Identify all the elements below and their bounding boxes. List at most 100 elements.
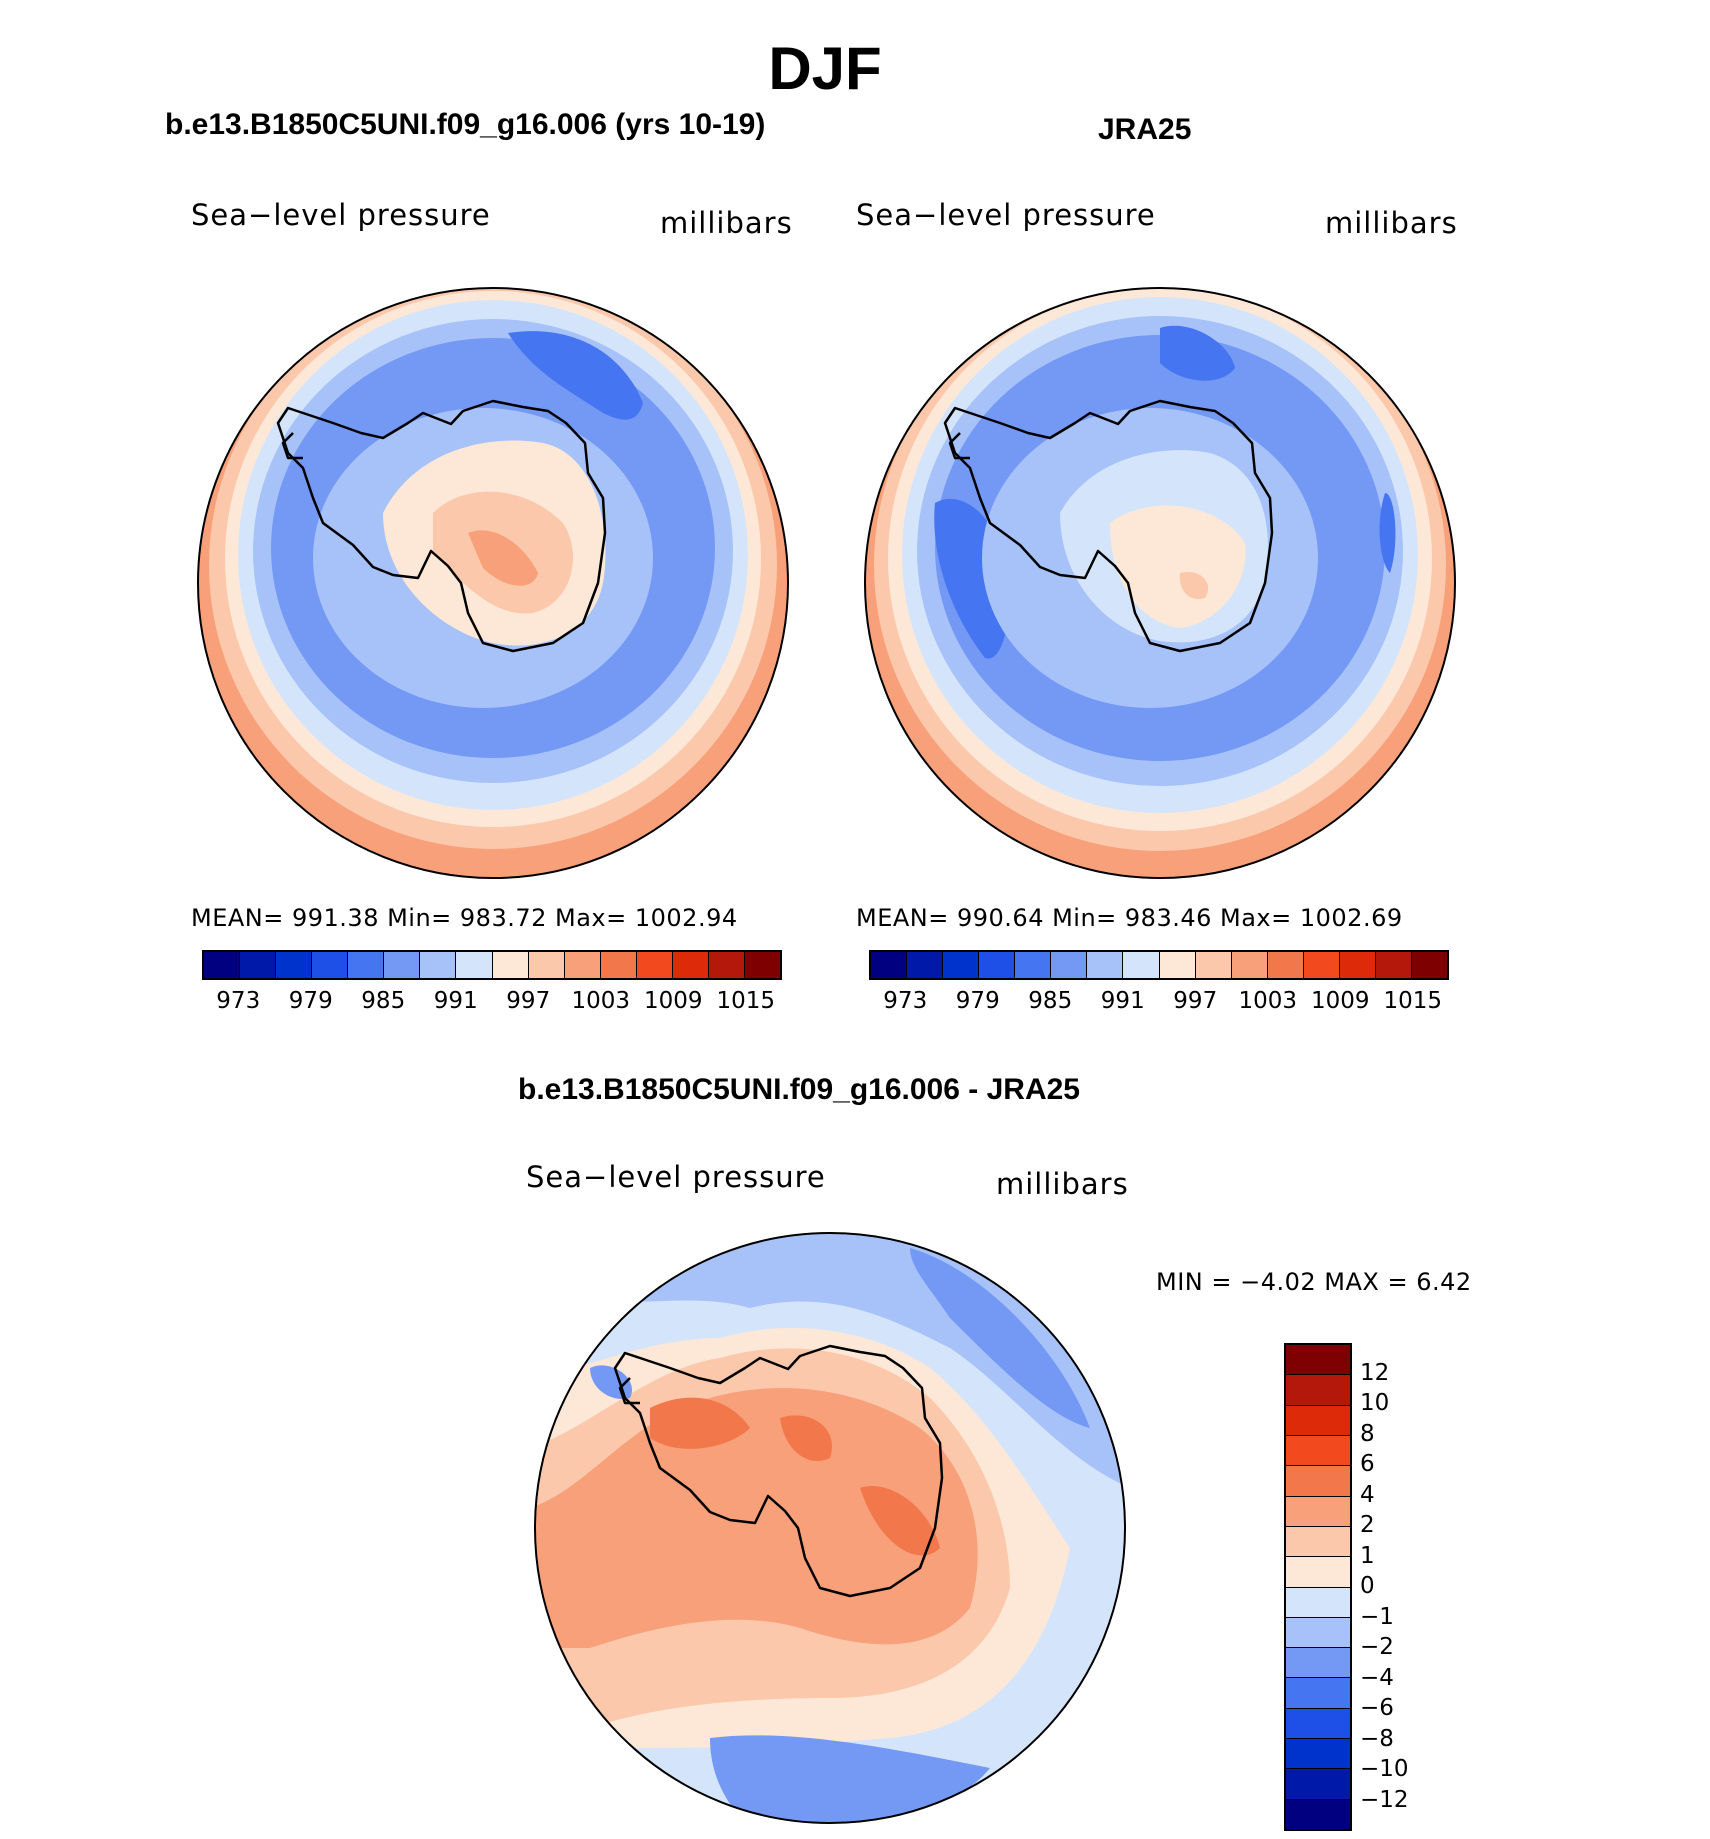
colorbar-swatch — [1286, 1769, 1350, 1800]
diff-panel-title: b.e13.B1850C5UNI.f09_g16.006 - JRA25 — [518, 1073, 1080, 1106]
colorbar-swatch — [1286, 1466, 1350, 1497]
colorbar-tick-label: −4 — [1360, 1664, 1394, 1691]
colorbar-swatch — [1339, 952, 1376, 978]
colorbar-swatch — [492, 952, 529, 978]
obs-polar-map — [864, 287, 1456, 879]
positive-anomaly — [780, 1415, 832, 1462]
colorbar-tick-label: 991 — [1100, 988, 1145, 1014]
colorbar-swatch — [600, 952, 637, 978]
colorbar-swatch — [1286, 1587, 1350, 1618]
colorbar-swatch — [564, 952, 601, 978]
colorbar-swatch — [1286, 1617, 1350, 1649]
colorbar-swatch — [1286, 1739, 1350, 1770]
colorbar-swatch — [312, 952, 349, 978]
colorbar-swatch — [1286, 1345, 1350, 1376]
colorbar-tick-label: 973 — [216, 988, 261, 1014]
colorbar-tick-label: 12 — [1360, 1359, 1390, 1386]
colorbar-swatch — [1286, 1799, 1350, 1829]
colorbar-tick-label: 985 — [1028, 988, 1073, 1014]
model-colorbar — [202, 950, 782, 980]
colorbar-tick-label: −10 — [1360, 1756, 1409, 1782]
low-pressure-center — [1160, 325, 1235, 381]
colorbar-tick-label: 985 — [361, 988, 406, 1014]
colorbar-swatch — [240, 952, 277, 978]
model-panel-title: b.e13.B1850C5UNI.f09_g16.006 (yrs 10-19) — [165, 108, 766, 141]
low-pressure-center — [1379, 493, 1396, 573]
colorbar-swatch — [943, 952, 980, 978]
colorbar-swatch — [1303, 952, 1340, 978]
map-boundary — [197, 287, 789, 879]
colorbar-tick-label: 6 — [1360, 1451, 1375, 1477]
colorbar-swatch — [871, 952, 908, 978]
colorbar-swatch — [1286, 1496, 1350, 1527]
colorbar-swatch — [204, 952, 241, 978]
negative-anomaly — [710, 1735, 990, 1823]
map-boundary — [864, 287, 1456, 879]
colorbar-swatch — [1286, 1648, 1350, 1679]
colorbar-swatch — [1123, 952, 1160, 978]
colorbar-tick-label: 1015 — [1383, 988, 1443, 1014]
obs-stats: MEAN= 990.64 Min= 983.46 Max= 1002.69 — [856, 904, 1403, 932]
map-boundary — [534, 1232, 1126, 1824]
colorbar-swatch — [348, 952, 385, 978]
colorbar-tick-label: 997 — [506, 988, 551, 1014]
colorbar-tick-label: 1015 — [716, 988, 776, 1014]
model-polar-map — [197, 287, 789, 879]
colorbar-tick-label: 1009 — [1310, 988, 1370, 1014]
colorbar-swatch — [708, 952, 745, 978]
colorbar-tick-label: −1 — [1360, 1603, 1394, 1630]
antarctica-coastline — [613, 1344, 944, 1598]
colorbar-tick-label: 979 — [288, 988, 333, 1014]
high-pressure-core — [468, 530, 538, 586]
obs-units-label: millibars — [1325, 206, 1458, 240]
model-units-label: millibars — [660, 206, 793, 240]
colorbar-swatch — [636, 952, 673, 978]
colorbar-swatch — [1195, 952, 1232, 978]
colorbar-tick-label: 1003 — [1238, 988, 1298, 1014]
colorbar-swatch — [1286, 1526, 1350, 1558]
colorbar-swatch — [1286, 1375, 1350, 1406]
colorbar-swatch — [1375, 952, 1412, 978]
colorbar-swatch — [1267, 952, 1304, 978]
main-title: DJF — [768, 35, 882, 102]
colorbar-tick-label: −2 — [1360, 1634, 1394, 1660]
diff-colorbar-labels: 12 10 8 6 4 2 1 0 −1 −2 −4 −6 −8 −10 −12 — [1360, 1343, 1480, 1831]
colorbar-tick-label: 10 — [1360, 1390, 1390, 1416]
colorbar-swatch — [384, 952, 421, 978]
colorbar-swatch — [1411, 952, 1447, 978]
diff-polar-map — [534, 1232, 1126, 1824]
colorbar-swatch — [1051, 952, 1088, 978]
positive-anomaly — [650, 1397, 750, 1449]
colorbar-tick-label: −8 — [1360, 1725, 1394, 1752]
colorbar-tick-label: 991 — [433, 988, 478, 1014]
colorbar-swatch — [907, 952, 944, 978]
colorbar-tick-label: −12 — [1360, 1786, 1409, 1813]
high-pressure-core — [1110, 505, 1246, 628]
colorbar-tick-label: −6 — [1360, 1695, 1394, 1721]
colorbar-tick-label: 2 — [1360, 1512, 1375, 1538]
colorbar-swatch — [1159, 952, 1196, 978]
colorbar-swatch — [456, 952, 493, 978]
colorbar-swatch — [979, 952, 1016, 978]
low-pressure-center — [508, 331, 643, 420]
colorbar-swatch — [1286, 1678, 1350, 1709]
colorbar-tick-label: 979 — [955, 988, 1000, 1014]
colorbar-swatch — [1015, 952, 1052, 978]
colorbar-tick-label: 973 — [883, 988, 928, 1014]
antarctica-coastline — [943, 399, 1274, 653]
colorbar-swatch — [420, 952, 457, 978]
negative-anomaly — [910, 1248, 1090, 1428]
colorbar-swatch — [1286, 1405, 1350, 1436]
colorbar-swatch — [1286, 1435, 1350, 1467]
colorbar-tick-label: 8 — [1360, 1420, 1375, 1447]
positive-anomaly — [535, 1388, 978, 1648]
diff-stats: MIN = −4.02 MAX = 6.42 — [1156, 1268, 1472, 1296]
model-variable-label: Sea−level pressure — [191, 198, 491, 232]
model-stats: MEAN= 991.38 Min= 983.72 Max= 1002.94 — [191, 904, 738, 932]
diff-colorbar — [1284, 1343, 1352, 1831]
colorbar-tick-label: 1 — [1360, 1542, 1375, 1569]
diff-variable-label: Sea−level pressure — [526, 1160, 826, 1194]
positive-anomaly — [860, 1486, 940, 1556]
colorbar-tick-label: 997 — [1173, 988, 1218, 1014]
colorbar-tick-label: 1003 — [571, 988, 631, 1014]
